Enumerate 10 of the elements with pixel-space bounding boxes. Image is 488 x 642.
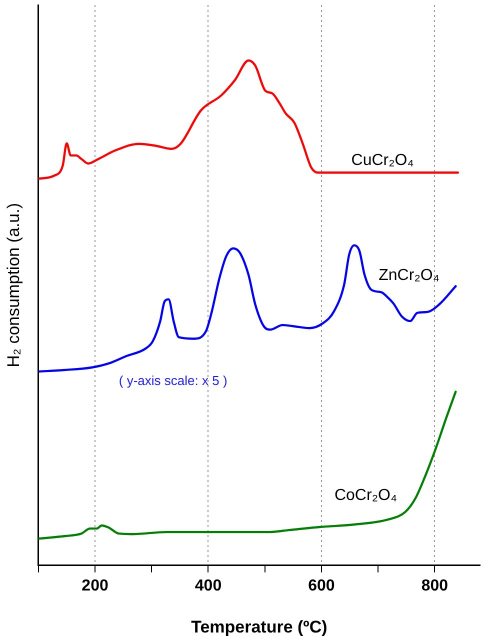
- x-tick-label: 400: [194, 577, 222, 594]
- x-tick-label: 200: [82, 577, 108, 594]
- series-label: ZnCr₂O₄: [378, 267, 440, 284]
- x-tick-label: 600: [308, 577, 335, 594]
- x-axis-title: Temperature (ºC): [191, 617, 328, 636]
- series-label: CoCr₂O₄: [334, 487, 398, 504]
- annotation: ( y-axis scale: x 5 ): [118, 373, 228, 388]
- y-axis-title: H₂ consumption (a.u.): [4, 203, 23, 368]
- x-tick-label: 800: [421, 577, 448, 594]
- series-label: CuCr₂O₄: [351, 152, 414, 169]
